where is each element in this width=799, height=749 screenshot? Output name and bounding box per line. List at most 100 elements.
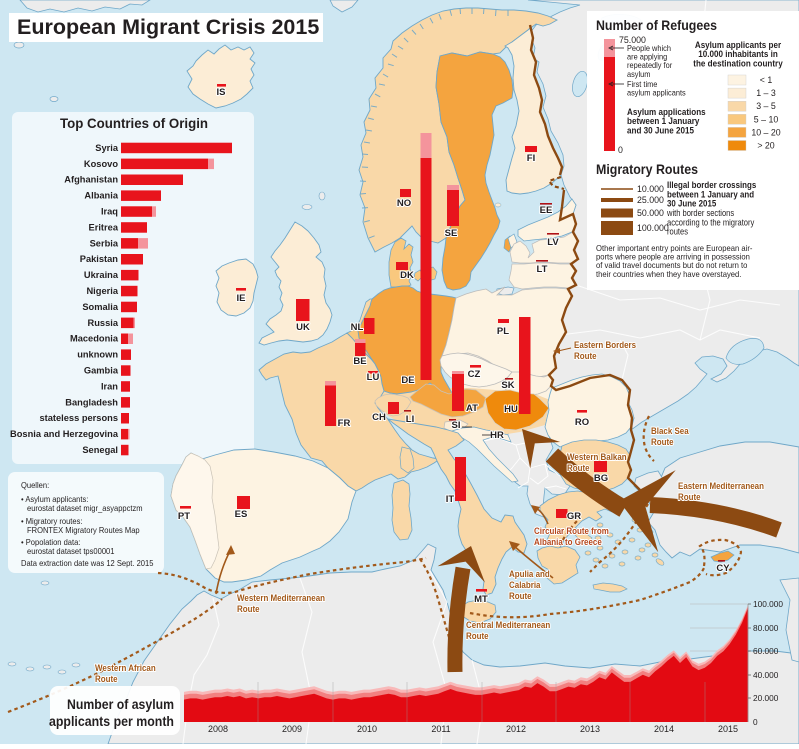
svg-text:Russia: Russia	[88, 318, 119, 328]
svg-text:Kosovo: Kosovo	[84, 159, 118, 169]
svg-text:0: 0	[753, 717, 758, 727]
svg-text:Route: Route	[678, 491, 701, 502]
svg-text:GR: GR	[567, 511, 581, 522]
svg-text:> 20: > 20	[757, 141, 774, 151]
svg-text:2011: 2011	[431, 724, 450, 734]
svg-text:eurostat dataset tps00001: eurostat dataset tps00001	[27, 547, 115, 557]
svg-text:LU: LU	[367, 372, 380, 383]
svg-text:10.000 inhabitants in: 10.000 inhabitants in	[698, 49, 778, 60]
svg-text:PT: PT	[178, 511, 190, 522]
svg-text:LT: LT	[537, 264, 548, 275]
svg-text:RO: RO	[575, 417, 589, 428]
svg-text:5 – 10: 5 – 10	[754, 114, 779, 124]
svg-text:2013: 2013	[580, 724, 600, 734]
svg-text:75.000: 75.000	[619, 35, 646, 45]
svg-text:Number of asylum: Number of asylum	[67, 697, 174, 712]
svg-text:the destination country: the destination country	[693, 58, 783, 69]
svg-text:2014: 2014	[654, 724, 674, 734]
svg-text:20.000: 20.000	[753, 693, 779, 703]
svg-text:with border sections: with border sections	[666, 208, 734, 218]
svg-text:2008: 2008	[208, 724, 228, 734]
svg-text:BE: BE	[353, 356, 366, 367]
svg-text:Quellen:: Quellen:	[21, 481, 49, 491]
svg-text:Bangladesh: Bangladesh	[65, 397, 118, 407]
svg-text:10 – 20: 10 – 20	[751, 127, 780, 137]
svg-text:Other important entry points a: Other important entry points are Europea…	[596, 244, 753, 254]
svg-text:asylum applicants: asylum applicants	[627, 88, 686, 98]
svg-text:between 1 January and: between 1 January and	[667, 189, 754, 200]
svg-text:< 1: < 1	[760, 75, 773, 85]
svg-text:Iran: Iran	[101, 381, 118, 391]
svg-text:Migratory Routes: Migratory Routes	[596, 161, 698, 177]
svg-text:FR: FR	[338, 418, 351, 429]
svg-text:People which: People which	[627, 44, 671, 54]
svg-text:Illegal border crossings: Illegal border crossings	[667, 179, 756, 190]
svg-text:LI: LI	[406, 414, 414, 425]
svg-text:ports where people are arrivin: ports where people are arriving in posse…	[596, 252, 750, 262]
svg-text:Macedonia: Macedonia	[70, 334, 119, 344]
svg-text:2009: 2009	[282, 724, 302, 734]
svg-text:• Popolation data:: • Popolation data:	[21, 538, 80, 548]
svg-text:25.000: 25.000	[637, 195, 664, 205]
svg-text:HR: HR	[490, 430, 504, 441]
svg-text:Pakistan: Pakistan	[80, 254, 119, 264]
svg-text:Syria: Syria	[95, 143, 119, 153]
svg-text:Calabria: Calabria	[509, 579, 541, 590]
svg-text:and 30 June 2015: and 30 June 2015	[627, 125, 694, 136]
svg-text:Route: Route	[567, 462, 590, 473]
svg-text:PL: PL	[497, 326, 509, 337]
svg-text:Asylum applications: Asylum applications	[627, 107, 706, 118]
svg-text:Albania: Albania	[84, 191, 118, 201]
svg-text:30 June 2015: 30 June 2015	[667, 198, 716, 209]
svg-text:• Migratory routes:: • Migratory routes:	[21, 517, 82, 527]
svg-text:Serbia: Serbia	[90, 238, 119, 248]
svg-text:Iraq: Iraq	[101, 207, 118, 217]
svg-text:HU: HU	[504, 404, 518, 415]
svg-text:80.000: 80.000	[753, 623, 779, 633]
svg-text:100.000: 100.000	[637, 223, 669, 233]
svg-text:Ukraina: Ukraina	[84, 270, 119, 280]
svg-text:60.000: 60.000	[753, 646, 779, 656]
svg-text:SE: SE	[445, 228, 458, 239]
svg-text:asylum: asylum	[627, 69, 651, 79]
svg-text:Route: Route	[574, 350, 597, 361]
svg-text:unknown: unknown	[77, 350, 118, 360]
svg-text:Nigeria: Nigeria	[86, 286, 118, 296]
svg-text:LV: LV	[547, 237, 559, 248]
svg-text:CZ: CZ	[468, 369, 481, 380]
svg-text:2012: 2012	[506, 724, 526, 734]
svg-text:eurostat dataset migr_asyappct: eurostat dataset migr_asyappctzm	[27, 504, 143, 514]
svg-text:SK: SK	[501, 380, 514, 391]
svg-text:Western Mediterranean: Western Mediterranean	[237, 592, 325, 603]
svg-text:Black Sea: Black Sea	[651, 425, 689, 436]
svg-text:NL: NL	[351, 322, 364, 333]
svg-text:FI: FI	[527, 153, 535, 164]
svg-text:• Asylum applicants:: • Asylum applicants:	[21, 495, 88, 505]
svg-text:Somalia: Somalia	[82, 302, 118, 312]
svg-text:repeatedly for: repeatedly for	[627, 61, 673, 71]
svg-text:2015: 2015	[718, 724, 738, 734]
svg-text:Eastern Borders: Eastern Borders	[574, 339, 636, 350]
svg-text:SI: SI	[452, 420, 461, 431]
svg-text:CH: CH	[372, 412, 386, 423]
svg-text:0: 0	[618, 145, 623, 155]
svg-text:routes: routes	[667, 227, 688, 237]
svg-text:their countries when they have: their countries when they have overstaye…	[596, 269, 741, 279]
svg-text:applicants per month: applicants per month	[49, 714, 174, 729]
svg-text:Western Balkan: Western Balkan	[567, 451, 627, 462]
svg-text:Afghanistan: Afghanistan	[64, 175, 118, 185]
svg-text:Route: Route	[237, 603, 260, 614]
svg-text:Route: Route	[509, 590, 532, 601]
svg-text:IT: IT	[446, 494, 455, 505]
svg-text:Circular Route from: Circular Route from	[534, 525, 609, 536]
svg-text:between 1 January: between 1 January	[627, 116, 700, 127]
svg-text:Number of Refugees: Number of Refugees	[596, 17, 717, 33]
svg-text:Eastern Mediterranean: Eastern Mediterranean	[678, 480, 764, 491]
svg-text:First time: First time	[627, 80, 658, 90]
svg-text:Route: Route	[95, 673, 118, 684]
svg-text:European Migrant Crisis 2015: European Migrant Crisis 2015	[17, 15, 319, 39]
svg-text:10.000: 10.000	[637, 184, 664, 194]
svg-text:Eritrea: Eritrea	[89, 222, 119, 232]
svg-text:Central Mediterranean: Central Mediterranean	[466, 619, 550, 630]
svg-text:Asylum applicants per: Asylum applicants per	[695, 40, 782, 51]
